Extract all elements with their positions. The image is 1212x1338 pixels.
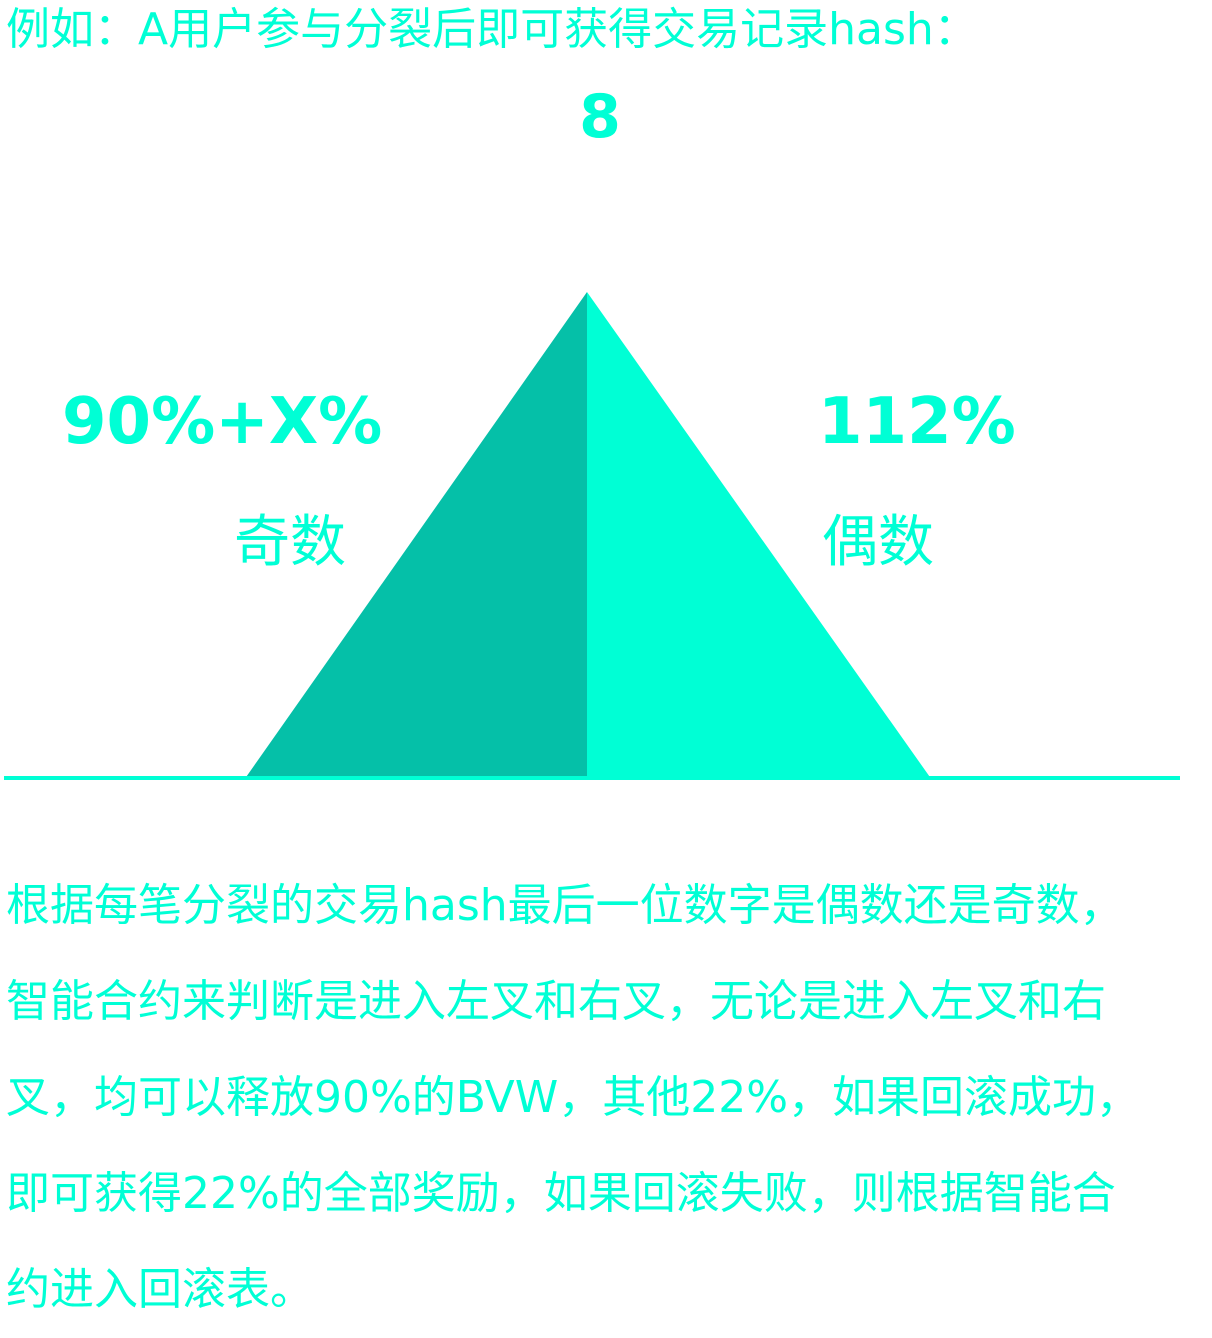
hash-last-digit: 8 xyxy=(579,82,621,152)
paragraph-line: 智能合约来判断是进入左叉和右叉，无论是进入左叉和右 xyxy=(6,976,1106,1027)
even-label: 偶数 xyxy=(822,510,934,575)
baseline xyxy=(4,776,1180,780)
pyramid-right-face xyxy=(587,292,932,780)
intro-text: 例如：A用户参与分裂后即可获得交易记录hash： xyxy=(6,4,978,55)
odd-percent: 90%+X% xyxy=(62,385,383,459)
explanation-paragraph: 根据每笔分裂的交易hash最后一位数字是偶数还是奇数， 智能合约来判断是进入左叉… xyxy=(6,858,1212,1338)
paragraph-line: 即可获得22%的全部奖励，如果回滚失败，则根据智能合 xyxy=(6,1168,1116,1219)
pyramid-left-face xyxy=(244,292,587,780)
even-percent: 112% xyxy=(818,385,1016,459)
paragraph-line: 约进入回滚表。 xyxy=(6,1264,314,1315)
odd-label: 奇数 xyxy=(234,510,346,575)
paragraph-line: 叉，均可以释放90%的BVW，其他22%，如果回滚成功， xyxy=(6,1072,1141,1123)
paragraph-line: 根据每笔分裂的交易hash最后一位数字是偶数还是奇数， xyxy=(6,880,1124,931)
pyramid-diagram xyxy=(4,292,1180,780)
